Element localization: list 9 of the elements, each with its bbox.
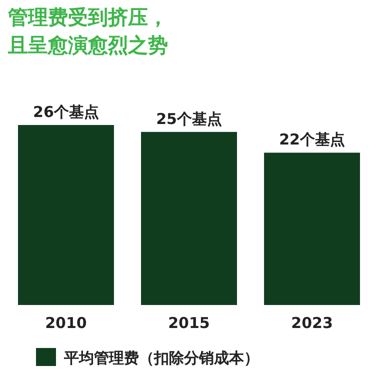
legend-label: 平均管理费（扣除分销成本） bbox=[63, 349, 259, 367]
x-tick-label: 2023 bbox=[291, 314, 333, 332]
data-label: 26个基点 bbox=[33, 103, 99, 121]
chart-title: 管理费受到挤压， bbox=[7, 5, 168, 29]
x-tick-label: 2015 bbox=[168, 314, 210, 332]
chart-subtitle: 且呈愈演愈烈之势 bbox=[7, 33, 168, 57]
x-tick-label: 2010 bbox=[45, 314, 87, 332]
data-label: 25个基点 bbox=[156, 110, 222, 128]
data-label: 22个基点 bbox=[279, 130, 345, 149]
